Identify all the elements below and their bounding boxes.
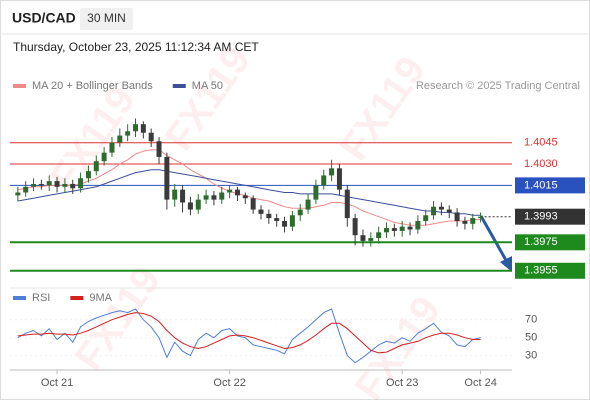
interval-box xyxy=(80,8,133,30)
candle-body xyxy=(219,192,225,200)
candle-body xyxy=(172,189,178,200)
candle-body xyxy=(101,152,107,162)
candle-body xyxy=(336,168,342,190)
candle-body xyxy=(187,202,193,210)
candle-body xyxy=(376,232,382,239)
candle-body xyxy=(54,181,60,187)
candle-body xyxy=(297,209,303,216)
candle-body xyxy=(140,124,146,133)
candle-body xyxy=(195,199,201,210)
level-label: 1.3993 xyxy=(524,211,558,223)
legend-label: MA 50 xyxy=(192,80,223,92)
arrow-head xyxy=(500,256,512,272)
candle-body xyxy=(305,199,311,210)
legend-label: MA 20 + Bollinger Bands xyxy=(32,80,153,92)
candle-body xyxy=(289,215,295,227)
candle-body xyxy=(266,213,272,219)
candle-body xyxy=(109,142,115,153)
x-tick-label: Oct 21 xyxy=(41,377,73,389)
candle-body xyxy=(78,178,84,189)
level-label: 1.4030 xyxy=(524,158,558,170)
legend-label: 9MA xyxy=(89,292,112,304)
level-label: 1.4015 xyxy=(524,179,558,191)
candle-body xyxy=(478,216,484,219)
candle-body xyxy=(274,218,280,221)
level-label: 1.3955 xyxy=(524,265,558,277)
candle-body xyxy=(180,189,186,203)
ma-line xyxy=(17,149,481,226)
candle-body xyxy=(407,226,413,230)
y-tick-label: 30 xyxy=(525,350,537,362)
candle-body xyxy=(85,171,91,179)
candle-body xyxy=(321,175,327,186)
credit: Research © 2025 Trading Central xyxy=(416,80,580,92)
rsi-line xyxy=(17,308,481,364)
y-tick-label: 70 xyxy=(525,314,537,326)
level-label: 1.4045 xyxy=(524,137,558,149)
candle-body xyxy=(211,195,217,200)
candle-body xyxy=(352,218,358,236)
candle-body xyxy=(454,212,460,221)
x-tick-label: Oct 23 xyxy=(386,377,418,389)
candle-body xyxy=(399,226,405,231)
candle-body xyxy=(70,183,76,189)
candle-body xyxy=(462,220,468,224)
level-label-box xyxy=(515,262,585,279)
symbol: USD/CAD xyxy=(12,10,76,26)
candle-body xyxy=(46,181,52,186)
candle-body xyxy=(368,238,374,241)
candle-body xyxy=(431,206,437,216)
forecast-arrow xyxy=(479,215,512,272)
candle-body xyxy=(384,228,389,233)
candle-body xyxy=(360,235,366,241)
candle-body xyxy=(415,220,421,230)
candle-body xyxy=(31,183,37,187)
candle-body xyxy=(391,228,397,231)
candle-body xyxy=(282,220,288,227)
candle-body xyxy=(117,135,123,143)
candle-body xyxy=(93,161,99,172)
candle-body xyxy=(23,186,29,193)
candle-body xyxy=(470,218,476,224)
candle-body xyxy=(15,192,21,196)
legend-label: RSI xyxy=(32,292,50,304)
candle-body xyxy=(438,206,444,210)
candle-body xyxy=(329,168,335,176)
candle-body xyxy=(227,189,233,193)
level-label-box xyxy=(515,234,585,251)
candle-body xyxy=(164,156,170,200)
candle-body xyxy=(250,198,256,210)
ma-line xyxy=(17,169,481,216)
candle-body xyxy=(203,195,209,200)
candle-body xyxy=(313,185,319,200)
candle-body xyxy=(344,189,350,219)
level-label-box xyxy=(515,177,585,194)
candle-body xyxy=(148,132,154,142)
candle-body xyxy=(234,189,240,196)
x-tick-label: Oct 22 xyxy=(213,377,245,389)
level-label: 1.3975 xyxy=(524,236,558,248)
candle-body xyxy=(38,183,44,186)
candle-body xyxy=(258,209,264,214)
candle-body xyxy=(156,141,162,157)
candle-body xyxy=(62,183,68,187)
candle-body xyxy=(133,124,138,132)
candle-body xyxy=(423,215,429,221)
rsi-line xyxy=(17,312,481,354)
y-tick-label: 50 xyxy=(525,332,537,344)
x-tick-label: Oct 24 xyxy=(464,377,496,389)
candle-body xyxy=(242,195,248,199)
interval: 30 MIN xyxy=(87,11,126,25)
candle-body xyxy=(446,209,452,213)
timestamp: Thursday, October 23, 2025 11:12:34 AM C… xyxy=(13,40,259,54)
level-label-box xyxy=(515,208,585,225)
arrow-shaft xyxy=(479,215,509,263)
candle-body xyxy=(125,131,131,136)
